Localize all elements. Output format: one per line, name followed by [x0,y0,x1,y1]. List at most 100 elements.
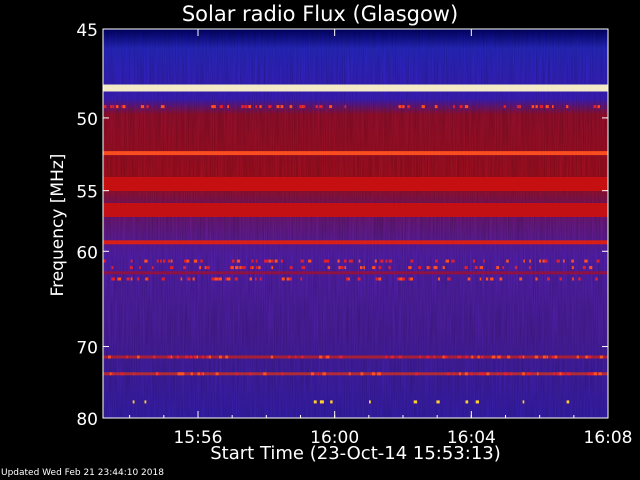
interference-mark [375,277,378,281]
interference-mark [478,372,482,376]
interference-mark [156,372,158,376]
interference-mark [576,355,579,359]
interference-mark [529,259,531,263]
interference-mark [503,105,506,109]
interference-mark [258,266,261,270]
interference-mark [231,259,235,263]
interference-mark [453,105,455,109]
interference-mark [115,105,119,109]
interference-mark [320,400,323,404]
interference-mark [528,372,532,376]
interference-mark [472,259,476,263]
interference-mark [271,266,274,270]
emission-band [103,271,608,275]
interference-mark [563,259,565,263]
interference-mark [544,259,548,263]
interference-mark [474,266,478,270]
interference-mark [509,372,513,376]
interference-mark [528,266,531,270]
interference-mark [566,400,570,404]
interference-mark [259,105,262,109]
interference-mark [593,105,597,109]
interference-mark [418,266,422,270]
interference-mark [200,259,203,263]
interference-mark [372,266,376,270]
chart-title: Solar radio Flux (Glasgow) [181,2,459,26]
emission-band [103,177,608,191]
emission-band [103,151,608,156]
interference-mark [211,105,213,109]
interference-mark [407,105,411,109]
interference-mark [385,259,388,263]
interference-mark [542,259,546,263]
x-tick-label: 15:56 [173,428,222,448]
interference-mark [479,266,483,270]
interference-mark [346,277,349,281]
interference-mark [535,105,538,109]
interference-mark [584,259,588,263]
interference-mark [398,105,401,109]
interference-mark [523,259,525,263]
emission-band [103,84,608,92]
interference-mark [539,105,544,109]
interference-mark [344,259,347,263]
interference-mark [571,266,574,270]
x-tick-label: 16:04 [447,428,496,448]
interference-mark [442,355,445,359]
interference-mark [348,372,351,376]
interference-mark [241,105,243,109]
interference-mark [486,372,490,376]
interference-mark [434,105,438,109]
interference-mark [590,372,594,376]
interference-mark [113,277,115,281]
interference-mark [566,105,569,109]
interference-mark [119,277,122,281]
axes: 45 50 55 60 70 80 15:56 16:00 16:04 16:08 [76,21,632,448]
interference-mark [303,266,306,270]
interference-mark [419,355,422,359]
interference-mark [193,259,198,263]
interference-mark [522,355,525,359]
interference-mark [522,372,525,376]
interference-mark [572,277,574,281]
interference-mark [126,355,129,359]
interference-mark [276,105,280,109]
interference-mark [104,105,107,109]
interference-mark [250,266,252,270]
interference-mark [583,266,586,270]
interference-mark [491,355,496,359]
interference-mark [167,355,171,359]
interference-mark [477,355,480,359]
interference-mark [177,372,181,376]
interference-mark [443,355,448,359]
interference-mark [249,372,252,376]
interference-mark [156,259,159,263]
interference-mark [471,355,474,359]
interference-mark [390,259,393,263]
interference-mark [399,277,403,281]
x-tick-label: 16:08 [584,428,633,448]
interference-mark [327,266,331,270]
interference-mark [497,372,499,376]
interference-mark [289,105,293,109]
interference-mark [427,266,431,270]
interference-mark [170,266,174,270]
interference-mark [458,372,461,376]
interference-mark [437,277,440,281]
interference-mark [160,259,162,263]
interference-mark [566,372,570,376]
interference-mark [322,400,324,404]
interference-mark [556,372,560,376]
interference-mark [137,355,140,359]
interference-mark [401,277,406,281]
interference-mark [144,259,148,263]
interference-mark [380,259,384,263]
interference-mark [170,259,173,263]
interference-mark [268,259,272,263]
interference-mark [157,372,160,376]
interference-mark [211,277,215,281]
interference-mark [504,372,508,376]
interference-mark [280,105,284,109]
interference-mark [190,372,193,376]
